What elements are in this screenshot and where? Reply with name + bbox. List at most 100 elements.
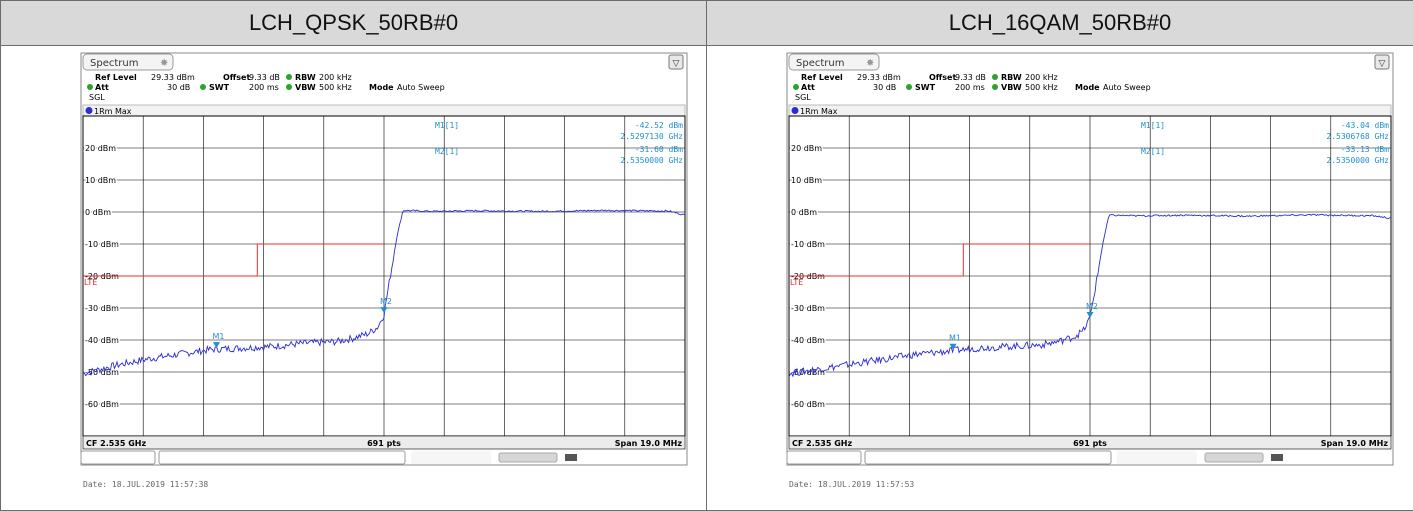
coupled-indicator [992,84,998,90]
mode-label: Mode [1075,83,1100,92]
y-tick-label: 20 dBm [85,144,116,153]
att-label: Att [95,83,109,92]
y-tick-label: -10 dBm [85,240,119,249]
rbw-value: 200 kHz [1025,73,1058,82]
swt-value: 200 ms [955,83,985,92]
limit-line-label: LTE [790,278,803,287]
coupled-indicator [200,84,206,90]
ref-level-value: 29.33 dBm [857,73,901,82]
vbw-label: VBW [295,83,316,92]
att-label: Att [801,83,815,92]
status-field [865,451,1111,464]
marker-readout-frequency: 2.5297130 GHz [620,132,683,141]
vbw-label: VBW [1001,83,1022,92]
status-blank [411,451,491,464]
status-field [159,451,405,464]
marker-m1-tag: M1 [212,332,224,341]
limit-line-label: LTE [84,278,97,287]
status-field [81,451,155,464]
window-title: Spectrum [90,58,138,69]
offset-value: 9.33 dB [249,73,280,82]
progress-indicator [1205,453,1263,462]
att-value: 30 dB [167,83,190,92]
trace-label: 1Rm Max [800,107,838,116]
marker-readout-label: M2[1] [435,147,459,156]
ref-level-label: Ref Level [95,73,137,82]
trace-bar [789,105,1391,116]
status-icon [1271,454,1283,461]
vbw-value: 500 kHz [319,83,352,92]
y-tick-label: 0 dBm [85,208,111,217]
y-tick-label: 10 dBm [85,176,116,185]
marker-readout-label: M2[1] [1141,147,1165,156]
vbw-value: 500 kHz [1025,83,1058,92]
trace-indicator [86,107,93,114]
mode-value: Auto Sweep [1103,83,1151,92]
capture-date: Date: 18.JUL.2019 11:57:38 [83,480,208,489]
y-tick-label: -60 dBm [791,400,825,409]
y-tick-label: -40 dBm [85,336,119,345]
y-tick-label: -30 dBm [791,304,825,313]
trace-label: 1Rm Max [94,107,132,116]
coupled-indicator [286,84,292,90]
center-frequency: CF 2.535 GHz [792,439,852,448]
coupled-indicator [793,84,799,90]
coupled-indicator [286,74,292,80]
swt-label: SWT [209,83,230,92]
mode-label: Mode [369,83,394,92]
coupled-indicator [87,84,93,90]
ref-level-value: 29.33 dBm [151,73,195,82]
offset-value: 9.33 dB [955,73,986,82]
marker-readout-label: M1[1] [1141,121,1165,130]
rbw-label: RBW [295,73,316,82]
chevron-down-icon: ▽ [1379,59,1386,69]
chevron-down-icon: ▽ [673,59,680,69]
swt-label: SWT [915,83,936,92]
column-header-left: LCH_QPSK_50RB#0 [1,1,707,46]
marker-readout-frequency: 2.5306768 GHz [1326,132,1389,141]
pin-icon: ✸ [160,58,168,69]
y-tick-label: -40 dBm [791,336,825,345]
status-icon [565,454,577,461]
marker-readout-level: -31.60 dBm [635,145,683,154]
y-tick-label: -30 dBm [85,304,119,313]
mode-value: Auto Sweep [397,83,445,92]
y-tick-label: 0 dBm [791,208,817,217]
sweep-points: 691 pts [367,439,401,448]
sgl-indicator: SGL [795,93,811,102]
status-blank [1117,451,1197,464]
progress-indicator [499,453,557,462]
coupled-indicator [906,84,912,90]
marker-m2-tag: M2 [380,297,392,306]
y-tick-label: 10 dBm [791,176,822,185]
y-tick-label: 20 dBm [791,144,822,153]
sgl-indicator: SGL [89,93,105,102]
att-value: 30 dB [873,83,896,92]
trace-bar [83,105,685,116]
coupled-indicator [992,74,998,80]
marker-readout-frequency: 2.5350000 GHz [620,156,683,165]
marker-m2-tag: M2 [1086,302,1098,311]
pin-icon: ✸ [866,58,874,69]
marker-readout-frequency: 2.5350000 GHz [1326,156,1389,165]
span-value: Span 19.0 MHz [1321,439,1389,448]
marker-readout-level: -43.04 dBm [1341,121,1389,130]
trace-indicator [792,107,799,114]
marker-readout-label: M1[1] [435,121,459,130]
marker-readout-level: -42.52 dBm [635,121,683,130]
y-tick-label: -10 dBm [791,240,825,249]
column-header-right: LCH_16QAM_50RB#0 [707,1,1413,46]
swt-value: 200 ms [249,83,279,92]
marker-readout-level: -33.13 dBm [1341,145,1389,154]
offset-label: Offset [929,73,956,82]
window-title: Spectrum [796,58,844,69]
status-field [787,451,861,464]
span-value: Span 19.0 MHz [615,439,683,448]
marker-m1-tag: M1 [949,334,961,343]
y-tick-label: -60 dBm [85,400,119,409]
rbw-label: RBW [1001,73,1022,82]
